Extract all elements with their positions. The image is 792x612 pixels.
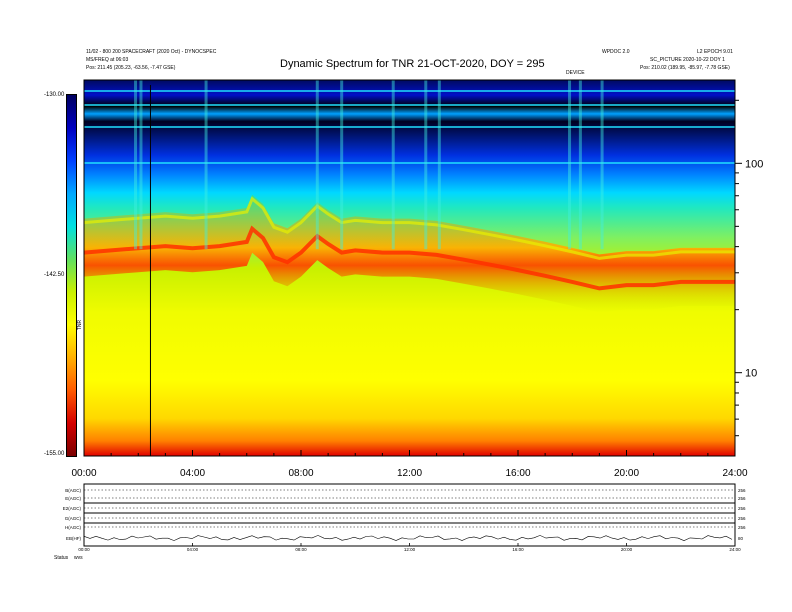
panel-x-tick-label-6: 24:00: [729, 547, 741, 552]
panel-x-tick-label-4: 16:00: [512, 547, 524, 552]
x-tick-label-1: 04:00: [180, 468, 205, 479]
row-label-1: E(AGC): [65, 496, 81, 501]
x-tick-label-2: 08:00: [288, 468, 313, 479]
y-tick-label-1: 100: [745, 158, 763, 170]
panel-x-tick-label-2: 08:00: [295, 547, 307, 552]
row-right-value-3: 256: [738, 516, 746, 521]
x-tick-label-3: 12:00: [397, 468, 422, 479]
interference-line-2: [84, 126, 735, 128]
burst-streak-2: [204, 80, 208, 250]
burst-streak-6: [424, 80, 428, 250]
plasma-upper-edge: [83, 196, 735, 260]
spectrogram-plot: 00:00 04:00 08:00 12:00 16:00 20:00 24:00 10 100: [71, 79, 763, 479]
colorbar-gradient: [67, 95, 76, 456]
row-right-value-5: 80: [738, 536, 744, 541]
row-right-value-4: 256: [738, 525, 746, 530]
header-info-left-2: MS/FREQ at 06:03: [86, 57, 129, 63]
row-right-value-0: 256: [738, 488, 746, 493]
panel-x-tick-label-1: 04:00: [187, 547, 199, 552]
panel-x-tick-label-0: 00:00: [78, 547, 90, 552]
burst-streak-9: [578, 80, 582, 250]
header-info-left-3: Pos: 211.45 (205.23, -63.56, -7.47 GSE): [86, 65, 176, 71]
panel-x-tick-label-3: 12:00: [404, 547, 416, 552]
y-tick-label-0: 10: [745, 368, 757, 380]
plasma-line: [83, 225, 735, 291]
burst-streak-3: [315, 80, 319, 250]
x-tick-label-0: 00:00: [71, 468, 96, 479]
burst-streak-8: [568, 80, 572, 250]
header-info-right-2: SC_PICTURE 2020-10-22 DOY 1: [650, 57, 725, 63]
row-label-2: E2(AGC): [63, 506, 82, 511]
burst-streak-0: [134, 80, 138, 250]
header-info-right-1b: L2 EPOCH 9.01: [697, 49, 733, 55]
panel-frame: [83, 483, 736, 547]
panel-x-tick-label-5: 20:00: [621, 547, 633, 552]
burst-streak-7: [437, 80, 441, 250]
row-label-5: EB(HF): [66, 536, 82, 541]
row-label-4: H(AGC): [65, 525, 81, 530]
header-info-left-1: 11/02 - 800 200 SPACECRAFT (2020 Oct) - …: [86, 49, 217, 55]
colorbar-mid-label: -142.50: [44, 272, 65, 278]
x-tick-label-4: 16:00: [505, 468, 530, 479]
interference-line-1: [84, 104, 735, 106]
x-tick-label-5: 20:00: [614, 468, 639, 479]
colorbar-bottom-label: -155.00: [44, 451, 65, 457]
row-label-3: G(AGC): [65, 516, 82, 521]
burst-streak-4: [340, 80, 344, 250]
row-right-value-2: 256: [738, 506, 746, 511]
burst-streak-1: [139, 80, 143, 250]
hf-trace: [83, 535, 733, 542]
burst-streak-10: [600, 80, 604, 250]
colorbar-top-label: -130.00: [44, 92, 65, 98]
colorbar: [66, 94, 77, 457]
status-value: wvs: [74, 555, 83, 561]
chart-title: Dynamic Spectrum for TNR 21-OCT-2020, DO…: [280, 58, 545, 70]
x-tick-label-6: 24:00: [722, 468, 747, 479]
burst-streak-5: [391, 80, 395, 250]
row-right-value-1: 256: [738, 496, 746, 501]
row-label-0: B(AGC): [65, 488, 81, 493]
header-info-right-1a: WPDOC 2.0: [602, 49, 630, 55]
interference-line-3: [84, 162, 735, 164]
device-marker-label: DEVICE: [566, 70, 585, 76]
status-label: Status: [54, 555, 69, 561]
interference-line-0: [84, 90, 735, 92]
header-info-right-3: Pos: 210.02 (189.95, -85.97, -7.78 GSE): [640, 65, 730, 71]
